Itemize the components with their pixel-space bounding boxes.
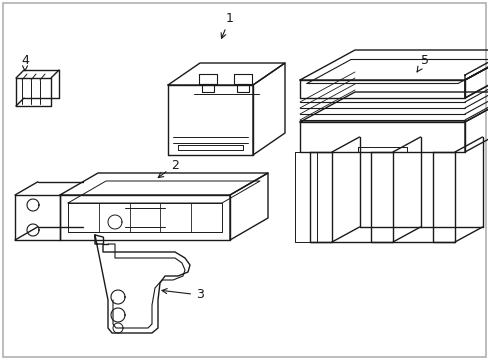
Text: 5: 5 <box>416 54 428 72</box>
Text: 1: 1 <box>221 12 233 38</box>
Text: 2: 2 <box>158 158 179 177</box>
Text: 4: 4 <box>21 54 29 71</box>
Text: 3: 3 <box>162 288 203 302</box>
